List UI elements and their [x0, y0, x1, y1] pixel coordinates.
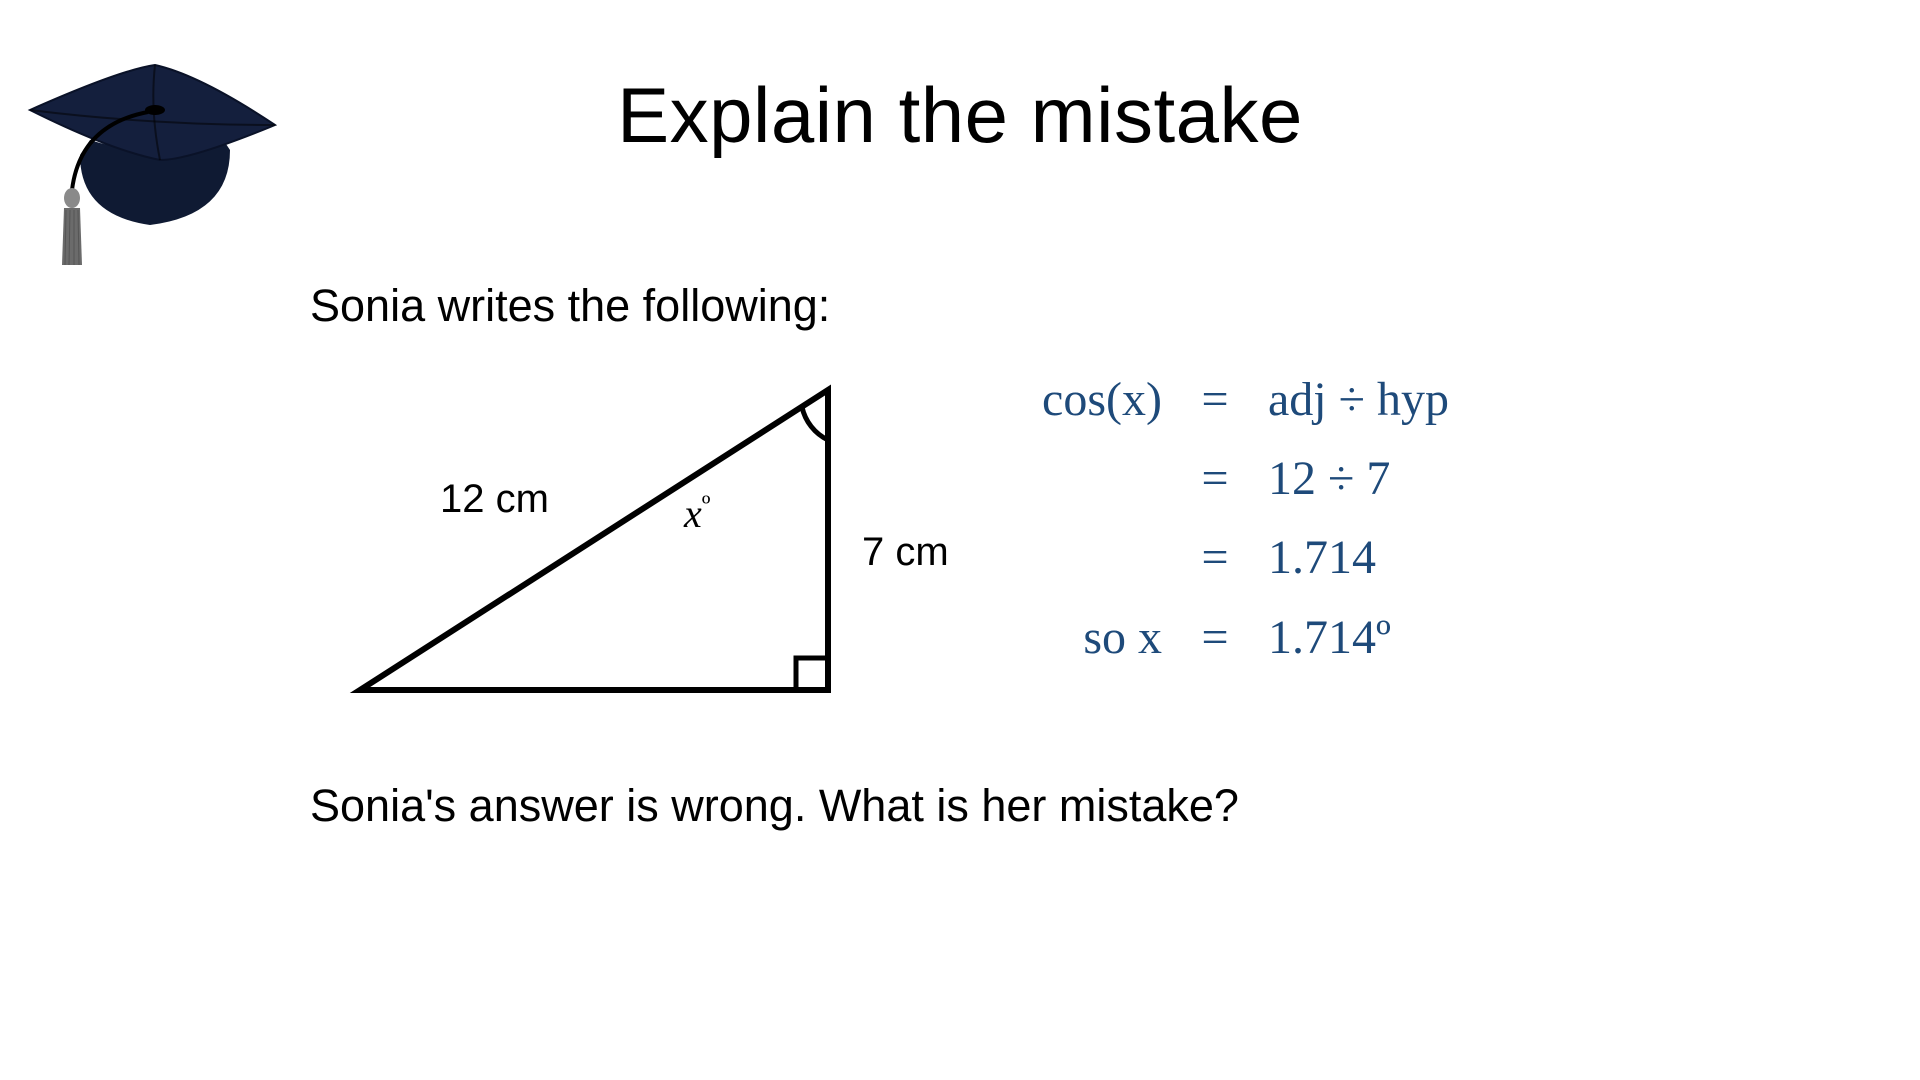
slide: Explain the mistake Sonia writes the fol…: [0, 0, 1920, 1080]
work-rhs: adj ÷ hyp: [1240, 360, 1449, 439]
angle-var: x: [684, 491, 702, 536]
right-triangle-diagram: [320, 370, 880, 710]
label-hypotenuse: 12 cm: [440, 477, 549, 522]
handwritten-workings: cos(x) = adj ÷ hyp = 12 ÷ 7 = 1.714 so x…: [1010, 360, 1449, 677]
question-text: Sonia's answer is wrong. What is her mis…: [310, 780, 1239, 832]
triangle-shape: [360, 390, 828, 690]
work-eq: =: [1190, 598, 1240, 677]
work-rhs: 12 ÷ 7: [1240, 439, 1390, 518]
intro-text: Sonia writes the following:: [310, 280, 830, 332]
label-opposite: 7 cm: [862, 530, 949, 575]
work-row: = 12 ÷ 7: [1010, 439, 1449, 518]
angle-arc: [802, 407, 828, 440]
work-rhs: 1.714º: [1240, 598, 1391, 677]
slide-title: Explain the mistake: [0, 70, 1920, 161]
angle-deg: º: [702, 490, 711, 521]
work-rhs: 1.714: [1240, 518, 1376, 597]
work-eq: =: [1190, 518, 1240, 597]
work-eq: =: [1190, 360, 1240, 439]
work-row: cos(x) = adj ÷ hyp: [1010, 360, 1449, 439]
work-lhs: so x: [1010, 598, 1190, 677]
label-angle: xº: [684, 490, 710, 537]
work-row: = 1.714: [1010, 518, 1449, 597]
work-row: so x = 1.714º: [1010, 598, 1449, 677]
right-angle-mark: [796, 658, 828, 690]
work-eq: =: [1190, 439, 1240, 518]
work-lhs: cos(x): [1010, 360, 1190, 439]
